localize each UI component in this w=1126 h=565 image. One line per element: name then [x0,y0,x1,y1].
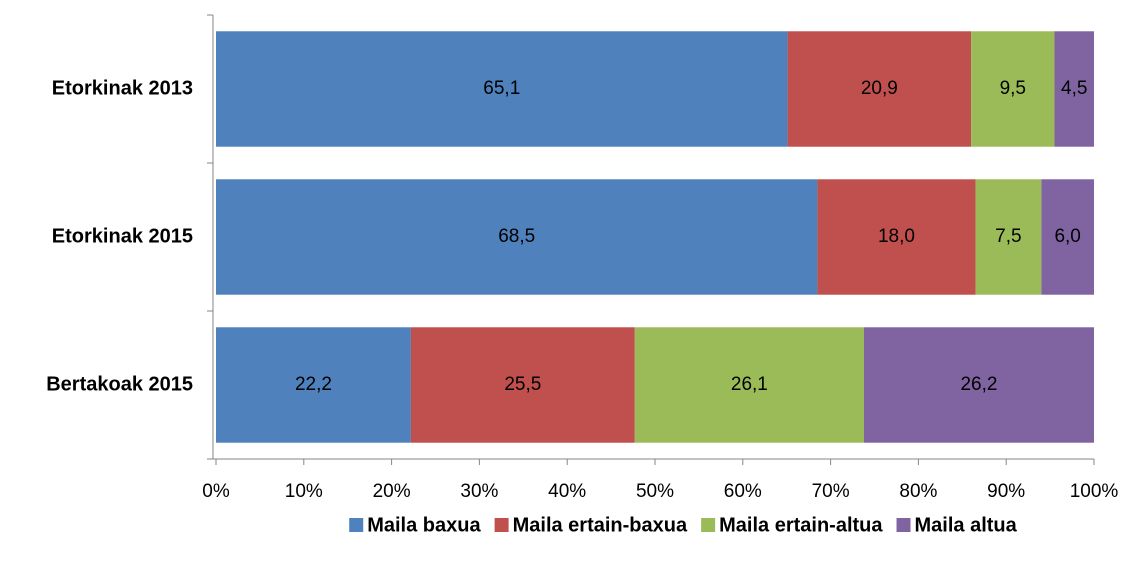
bar-segment [817,179,976,295]
data-label: 25,5 [504,374,541,395]
data-label: 20,9 [861,78,898,99]
x-tick-label: 10% [285,481,323,502]
data-label: 68,5 [498,226,535,247]
legend-swatch [349,518,364,532]
x-tick-label: 20% [373,481,411,502]
legend-swatch [494,518,509,532]
bar-segment [410,327,635,443]
data-label: 65,1 [483,78,520,99]
category-label: Bertakoak 2015 [46,373,193,395]
bar-segment [1041,179,1094,295]
data-label: 22,2 [295,374,332,395]
data-label: 26,1 [731,374,768,395]
category-label: Etorkinak 2013 [52,77,193,99]
x-tick-label: 0% [202,481,230,502]
x-tick-label: 30% [460,481,498,502]
bar-segment [634,327,864,443]
bar-segment [975,179,1042,295]
bar-segment [787,31,972,147]
data-label: 9,5 [1000,78,1026,99]
legend-label: Maila baxua [367,514,481,536]
legend-swatch [896,518,911,532]
bar-segment [216,31,788,147]
data-label: 26,2 [960,374,997,395]
x-tick-label: 100% [1070,481,1119,502]
legend-label: Maila ertain-baxua [513,514,688,536]
x-tick-label: 80% [899,481,937,502]
legend-swatch [701,518,716,532]
bar-segment [216,327,411,443]
data-label: 4,5 [1061,78,1087,99]
data-label: 18,0 [878,226,915,247]
legend-label: Maila altua [915,514,1018,536]
bar-segment [216,179,818,295]
x-tick-label: 50% [636,481,674,502]
data-label: 7,5 [995,226,1021,247]
x-tick-label: 90% [987,481,1025,502]
bar-segment [1054,31,1094,147]
x-tick-label: 60% [724,481,762,502]
x-tick-label: 40% [548,481,586,502]
bar-segment [863,327,1094,443]
data-label: 6,0 [1054,226,1080,247]
legend-label: Maila ertain-altua [719,514,883,536]
bar-segment [971,31,1055,147]
x-tick-label: 70% [812,481,850,502]
category-label: Etorkinak 2015 [52,225,193,247]
